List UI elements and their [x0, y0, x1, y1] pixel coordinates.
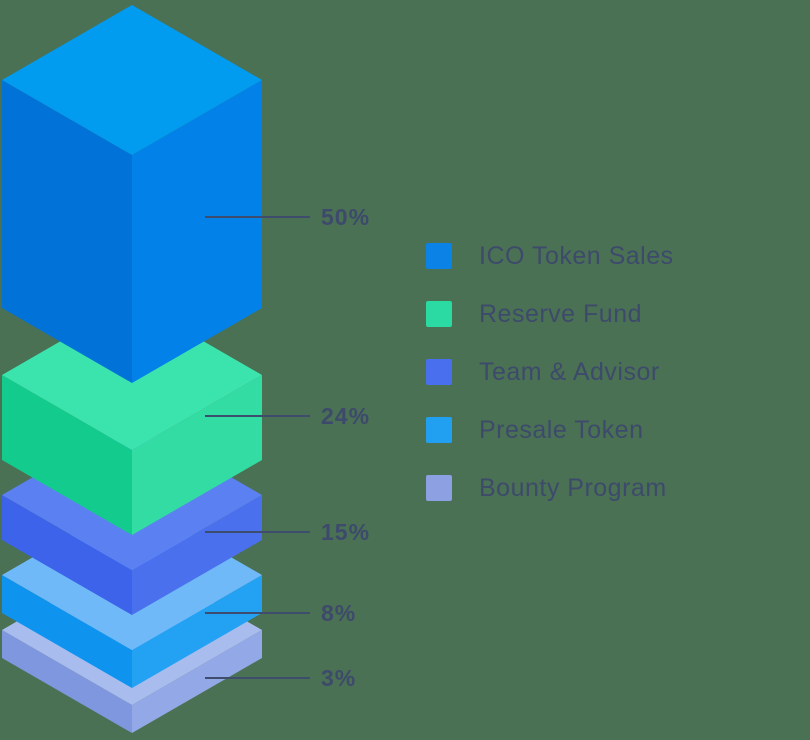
legend-item-team-advisor: Team & Advisor — [426, 357, 660, 386]
legend-label-presale-token: Presale Token — [479, 415, 644, 444]
box-bounty-program-left-face — [2, 630, 132, 733]
legend-swatch-ico-token-sales — [426, 243, 452, 269]
box-team-advisor-right-face — [132, 495, 262, 615]
box-ico-token-sales-left-face — [2, 80, 132, 383]
legend-item-reserve-fund: Reserve Fund — [426, 299, 643, 328]
legend-swatch-team-advisor — [426, 359, 452, 385]
legend-label-bounty-program: Bounty Program — [479, 473, 667, 502]
legend-swatch-presale-token — [426, 417, 452, 443]
legend-swatch-reserve-fund — [426, 301, 452, 327]
box-bounty-program-right-face — [132, 630, 262, 733]
box-presale-token-left-face — [2, 575, 132, 688]
pct-label-team-advisor: 15% — [321, 519, 370, 545]
pct-label-presale-token: 8% — [321, 600, 356, 626]
legend-item-presale-token: Presale Token — [426, 415, 644, 444]
pct-label-bounty-program: 3% — [321, 665, 356, 691]
box-ico-token-sales-right-face — [132, 80, 262, 383]
box-ico-token-sales-top-face — [2, 5, 262, 155]
legend-item-ico-token-sales: ICO Token Sales — [426, 241, 674, 270]
legend-label-reserve-fund: Reserve Fund — [479, 299, 643, 328]
legend-label-ico-token-sales: ICO Token Sales — [479, 241, 674, 270]
box-team-advisor-left-face — [2, 495, 132, 615]
pct-label-reserve-fund: 24% — [321, 403, 370, 429]
box-reserve-fund-left-face — [2, 375, 132, 535]
legend-item-bounty-program: Bounty Program — [426, 473, 667, 502]
legend-swatch-bounty-program — [426, 475, 452, 501]
pct-label-ico-token-sales: 50% — [321, 204, 370, 230]
legend-label-team-advisor: Team & Advisor — [479, 357, 660, 386]
box-presale-token-right-face — [132, 575, 262, 688]
chart-legend: ICO Token Sales Reserve Fund Team & Advi… — [426, 0, 806, 740]
